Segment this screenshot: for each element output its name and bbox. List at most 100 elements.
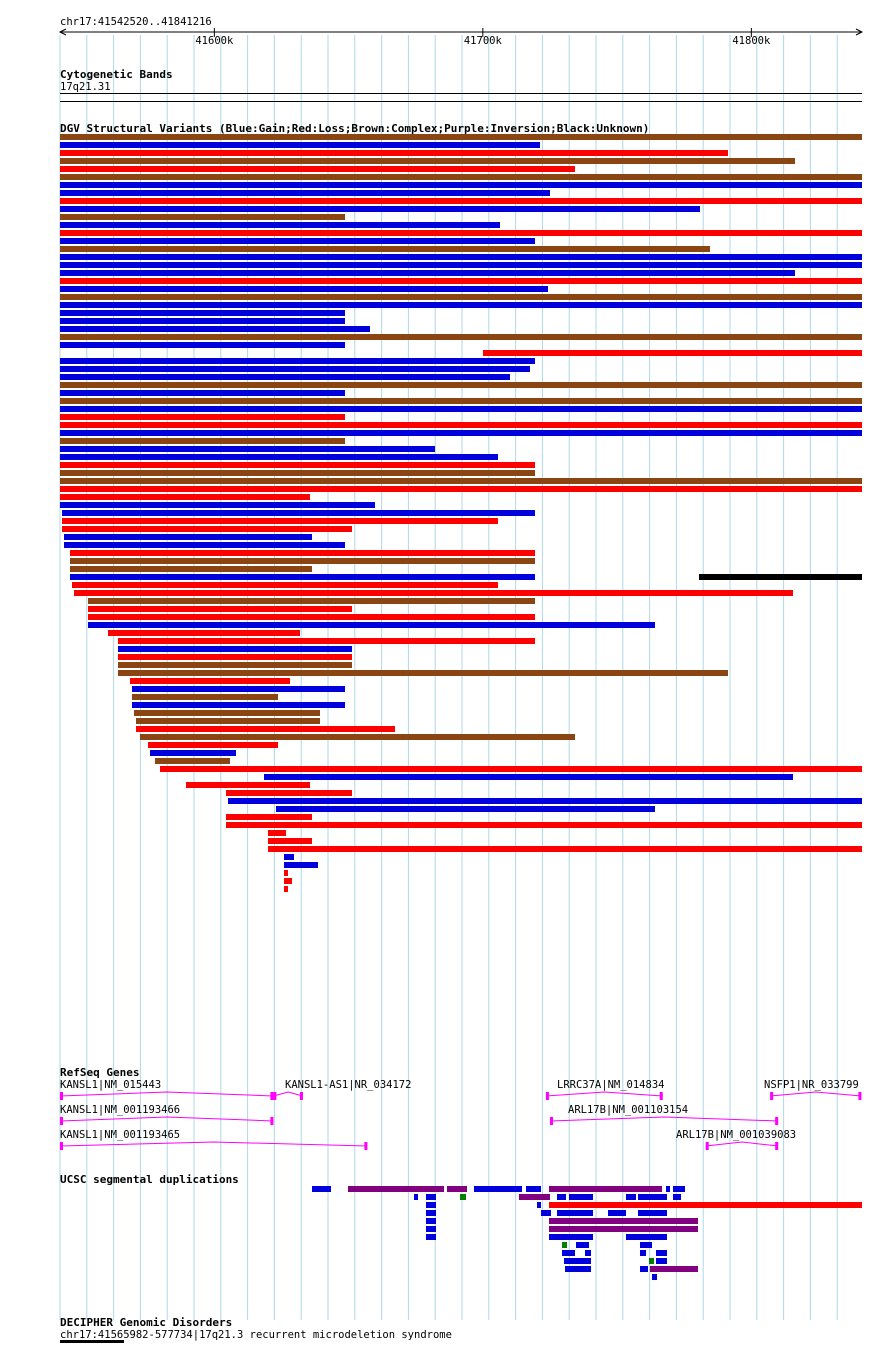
dgv-variant [60, 302, 862, 308]
dgv-variant [60, 326, 370, 332]
dgv-variant [60, 270, 795, 276]
gene-intron-line [273, 1091, 304, 1097]
dgv-variant [62, 510, 535, 516]
segdup-block [576, 1242, 589, 1248]
refseq-genes[interactable]: KANSL1|NM_015443 KANSL1|NM_001193466 KAN… [59, 1079, 862, 1150]
gene-label[interactable]: KANSL1-AS1|NR_034172 [285, 1079, 411, 1091]
segdup-block [426, 1202, 436, 1208]
dgv-variant [74, 590, 793, 596]
dgv-variant [60, 454, 498, 460]
position-ruler[interactable]: 41600k 41700k 41800k [58, 28, 864, 47]
dgv-variant [130, 678, 290, 684]
decipher-item-label[interactable]: chr17:41565982-577734|17q21.3 recurrent … [60, 1329, 452, 1341]
gene-label[interactable]: ARL17B|NM_001039083 [676, 1129, 796, 1141]
dgv-variant [60, 206, 700, 212]
dgv-variant [60, 150, 728, 156]
dgv-features[interactable] [60, 134, 862, 892]
dgv-variant [60, 342, 345, 348]
dgv-variant [60, 182, 862, 188]
dgv-variant [64, 534, 312, 540]
dgv-variant [264, 774, 793, 780]
gene-label[interactable]: KANSL1|NM_001193466 [60, 1104, 180, 1116]
dgv-variant [60, 478, 862, 484]
segdup-block [474, 1186, 522, 1192]
segdup-features[interactable] [312, 1186, 862, 1280]
dgv-variant [60, 366, 530, 372]
gene-intron-line [59, 1116, 274, 1122]
segdup-block [626, 1234, 667, 1240]
dgv-variant [268, 846, 862, 852]
dgv-variant [132, 702, 345, 708]
dgv-variant [118, 662, 352, 668]
segdup-block [447, 1186, 467, 1192]
segdup-block [460, 1194, 466, 1200]
segdup-block [414, 1194, 418, 1200]
gene-exon [299, 1092, 303, 1100]
segdup-block [565, 1266, 591, 1272]
dgv-variant [155, 758, 230, 764]
dgv-variant [118, 654, 352, 660]
dgv-variant [60, 294, 862, 300]
dgv-variant [60, 142, 540, 148]
dgv-variant [108, 630, 300, 636]
segdup-block [656, 1250, 667, 1256]
dgv-variant [60, 422, 862, 428]
segdup-block [562, 1250, 575, 1256]
dgv-variant [60, 390, 345, 396]
gene-exon [60, 1142, 63, 1150]
segdup-block [562, 1242, 567, 1248]
dgv-variant [150, 750, 236, 756]
segdup-block [537, 1202, 541, 1208]
segdup-block [549, 1202, 862, 1208]
gene-intron-line [549, 1116, 779, 1122]
dgv-variant [226, 822, 862, 828]
gene-exon [60, 1117, 63, 1125]
dgv-variant [226, 790, 352, 796]
dgv-variant [60, 430, 862, 436]
ruler-tick-label: 41800k [732, 35, 771, 47]
dgv-variant [60, 310, 345, 316]
gene-label[interactable]: LRRC37A|NM_014834 [557, 1079, 664, 1091]
segdup-block [585, 1250, 591, 1256]
dgv-variant [70, 574, 535, 580]
ruler-tick-label: 41700k [464, 35, 503, 47]
dgv-variant [118, 646, 352, 652]
dgv-variant [60, 334, 862, 340]
dgv-variant [88, 622, 655, 628]
refseq-track-title: RefSeq Genes [60, 1066, 139, 1079]
gene-label[interactable]: KANSL1|NM_001193465 [60, 1129, 180, 1141]
cytoband-label: 17q21.31 [60, 81, 111, 93]
gene-intron-line [545, 1091, 663, 1097]
segdup-block [549, 1186, 662, 1192]
region-label: chr17:41542520..41841216 [60, 16, 212, 28]
dgv-variant [60, 494, 310, 500]
dgv-variant [60, 318, 345, 324]
ruler-tick-label: 41600k [195, 35, 234, 47]
gene-exon [270, 1092, 274, 1100]
segdup-block [649, 1258, 654, 1264]
gene-exon [659, 1092, 663, 1100]
decipher-feature[interactable] [60, 1340, 124, 1343]
gene-label[interactable]: KANSL1|NM_015443 [60, 1079, 161, 1091]
cytoband-bar-top [60, 93, 862, 94]
dgv-variant [60, 486, 862, 492]
dgv-variant [72, 582, 498, 588]
dgv-variant [60, 470, 535, 476]
gene-label[interactable]: ARL17B|NM_001103154 [568, 1104, 688, 1116]
dgv-variant [60, 230, 862, 236]
gene-label[interactable]: NSFP1|NR_033799 [764, 1079, 859, 1091]
segdup-block [426, 1226, 436, 1232]
gene-intron-line [59, 1141, 368, 1147]
gene-exon [273, 1092, 277, 1100]
dgv-variant [60, 134, 862, 140]
dgv-variant [60, 358, 535, 364]
dgv-variant [70, 558, 535, 564]
segdup-block [426, 1234, 436, 1240]
dgv-variant [136, 718, 320, 724]
segdup-block [650, 1266, 698, 1272]
segdup-block [557, 1210, 593, 1216]
segdup-block [312, 1186, 331, 1192]
dgv-variant-unknown [699, 574, 862, 580]
dgv-variant [276, 806, 655, 812]
